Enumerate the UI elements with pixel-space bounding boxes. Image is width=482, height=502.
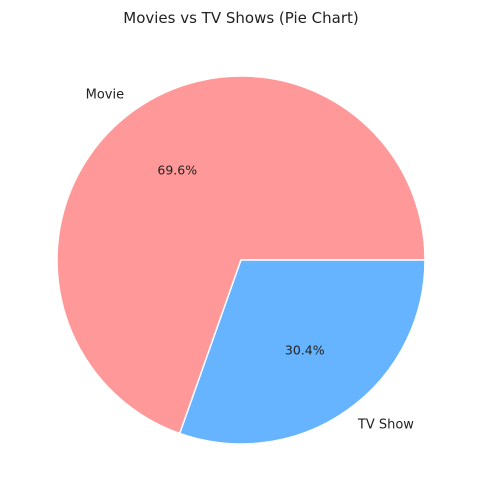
slice-label-movie: Movie xyxy=(86,87,124,102)
slice-label-tv-show: TV Show xyxy=(357,418,414,433)
slice-percent-tv-show: 30.4% xyxy=(285,343,325,358)
pie-slice-movie xyxy=(56,75,426,435)
pie-slices xyxy=(56,75,426,445)
slice-percent-movie: 69.6% xyxy=(157,162,197,177)
pie-slice-tv-show xyxy=(179,259,426,445)
chart-title: Movies vs TV Shows (Pie Chart) xyxy=(123,9,359,27)
pie-labels: Movie 69.6% TV Show 30.4% xyxy=(86,87,415,432)
